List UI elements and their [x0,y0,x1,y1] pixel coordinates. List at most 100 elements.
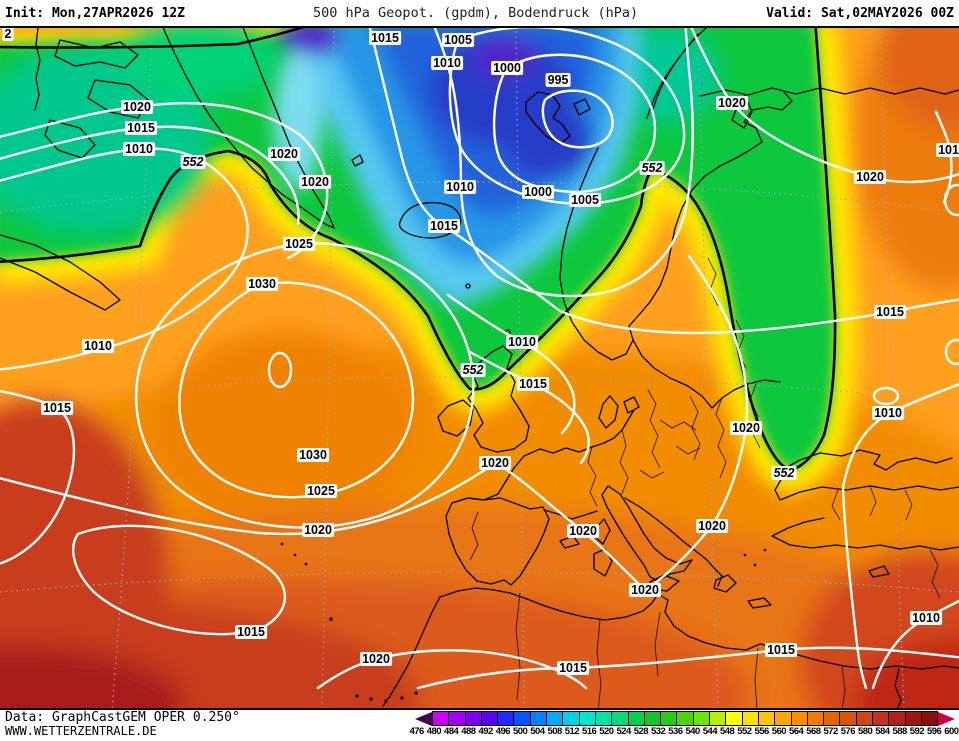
map-title: 500 hPa Geopot. (gpdm), Bodendruck (hPa) [313,5,639,21]
colorbar-tick-label: 484 [443,726,459,737]
colorbar-cell [628,712,645,725]
isobar-label: 1020 [302,523,334,537]
colorbar-tick-label: 564 [788,726,804,737]
colorbar-tick-label: 492 [478,726,493,737]
colorbar-tick-label: 488 [461,726,476,737]
colorbar-tick-label: 508 [547,726,562,737]
coastline-nile [894,668,902,708]
coastlines [0,28,959,708]
colorbar-cell [465,712,482,725]
coastline-south-france [543,509,598,520]
isobar-label: 1010 [82,339,114,353]
colorbar-cell [873,712,890,725]
coastline-faroe [465,283,471,289]
colorbar-cell [775,712,792,725]
coastline-scandinavia [559,91,793,361]
colorbar-cell [481,712,499,725]
colorbar-tick-label: 556 [754,726,769,737]
isobar-label: 1015 [557,661,589,675]
colorbar-tick-label: 588 [892,726,907,737]
weather-map-svg [0,28,959,708]
isobar-label: 1015 [517,377,549,391]
coastline-svalbard [525,91,591,145]
isobar-label: 1015 [369,31,401,45]
colorbar-right-arrow [938,711,955,726]
isobar-label: 1010 [910,611,942,625]
colorbar-cell [547,712,564,725]
coastline-italy [601,485,693,582]
colorbar-cell [889,712,906,725]
coastline-britain [467,345,530,453]
coastline-arctic-russia [699,87,959,129]
colorbar-tick-label: 584 [875,726,890,737]
colorbar-tick-label: 504 [530,726,545,737]
geopotential-contour-label: 552 [180,155,206,169]
colorbar-tick-label: 496 [495,726,511,737]
colorbar-tick-label: 524 [616,726,631,737]
isobar-label: 1015 [235,625,267,639]
colorbar-cell [644,712,662,725]
isobar-label: 1020 [629,583,661,597]
isobar-label: 1020 [299,175,331,189]
colorbar-cell [856,712,874,725]
geopotential-contour-label: 552 [460,363,486,377]
islands-aegean [743,548,767,567]
colorbar-cell [661,712,678,725]
colorbar-tick-label: 476 [409,726,424,737]
colorbar-tick-label: 548 [719,726,735,737]
colorbar-cell [840,712,857,725]
islands-canary [355,691,418,703]
colorbar-tick-label: 536 [668,726,683,737]
isobar-label: 1005 [569,193,601,207]
coastline-denmark [598,395,640,429]
colorbar-tick-label: 516 [581,726,597,737]
isobar-label: 1025 [305,484,337,498]
data-source-label: Data: GraphCastGEM OPER 0.250° [5,710,240,725]
isobar-label: 1020 [730,421,762,435]
colorbar-tick-label: 596 [926,726,942,737]
weather-map-canvas: 1020 1015 1010 1020 1020 1015 1005 1010 1000 995 1… [0,26,959,710]
colorbar-tick-label: 500 [512,726,528,737]
colorbar-cell [579,712,596,725]
isobar-label: 1025 [283,237,315,251]
isobar-label: 1015 [125,121,157,135]
isobar-label: 1020 [268,147,300,161]
colorbar-cell [726,712,743,725]
colorbar-cell [824,712,841,725]
country-borders [469,257,941,708]
colorbar-cell [433,712,450,725]
colorbar-cell [693,712,711,725]
colorbar-cell [758,712,776,725]
coastline-baffin [34,28,41,111]
colorbar-cell [563,712,580,725]
coastline-cyprus [868,565,890,578]
colorbar-tick-label: 540 [685,726,700,737]
isobar-label: 1010 [506,335,538,349]
colorbar-ticks: 476 480 484 488 492 496 500 504 508 512 516 520 524 5… [408,726,959,737]
colorbar-tick-label: 576 [840,726,856,737]
init-time-label: Init: Mon,27APR2026 12Z [5,5,186,21]
colorbar-tick-label: 544 [702,726,718,737]
valid-time-label: Valid: Sat,02MAY2026 00Z [766,5,954,21]
colorbar-cell [449,712,466,725]
isobar-label: 1020 [696,519,728,533]
colorbar-tick-label: 520 [599,726,614,737]
colorbar-cell [742,712,759,725]
colorbar-tick-label: 532 [650,726,666,737]
coastline-black-sea [781,449,953,471]
colorbar-tick-label: 572 [823,726,838,737]
header-bar: Init: Mon,27APR2026 12Z 500 hPa Geopot. … [0,0,959,26]
isobar-label: 1020 [121,100,153,114]
graticule-grid [0,28,959,708]
isobar-label: 1030 [297,448,329,462]
isobar-label: 1000 [491,61,523,75]
isobar-label: 1015 [428,219,460,233]
colorbar-cells [432,711,938,726]
website-label: WWW.WETTERZENTRALE.DE [5,724,157,738]
colorbar-tick-label: 592 [909,726,925,737]
geopotential-fill-field [0,28,959,708]
colorbar-cell [791,712,808,725]
isobar-label: 1020 [854,170,886,184]
colorbar-tick-label: 480 [426,726,442,737]
coastline-morocco-atlantic [382,596,441,707]
